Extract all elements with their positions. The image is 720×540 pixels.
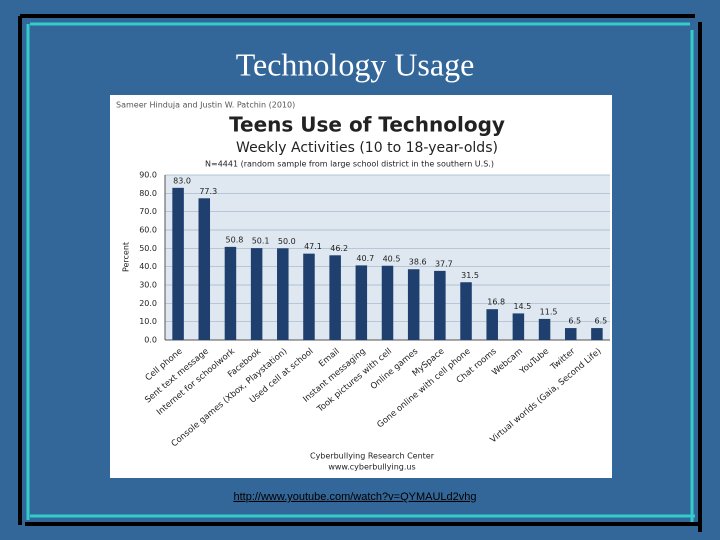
value-label: 50.0 — [278, 237, 296, 246]
bar — [277, 248, 289, 340]
bar — [512, 313, 525, 340]
y-tick-label: 90.0 — [139, 171, 157, 180]
value-label: 40.5 — [383, 254, 401, 263]
bar — [355, 265, 368, 340]
y-tick-label: 50.0 — [139, 244, 157, 253]
bar — [460, 282, 472, 340]
chart-footer: www.cyberbullying.us — [328, 463, 415, 472]
bar — [303, 253, 315, 340]
value-label: 47.1 — [304, 242, 322, 251]
value-label: 31.5 — [461, 271, 479, 280]
y-tick-label: 40.0 — [139, 262, 157, 271]
chart-subtitle: Weekly Activities (10 to 18-year-olds) — [236, 140, 498, 156]
value-label: 77.3 — [199, 187, 217, 196]
chart-source: Sameer Hinduja and Justin W. Patchin (20… — [116, 101, 295, 110]
chart-footer: Cyberbullying Research Center — [310, 452, 435, 461]
y-tick-label: 60.0 — [139, 226, 157, 235]
value-label: 6.5 — [595, 317, 608, 326]
bar — [591, 328, 603, 340]
value-label: 50.8 — [226, 235, 244, 244]
value-label: 16.8 — [487, 298, 505, 307]
value-label: 14.5 — [513, 302, 531, 311]
bar — [434, 270, 446, 340]
value-label: 50.1 — [252, 237, 270, 246]
y-tick-label: 0.0 — [144, 336, 157, 345]
y-tick-label: 10.0 — [139, 317, 157, 326]
value-label: 11.5 — [540, 307, 558, 316]
y-tick-label: 80.0 — [139, 189, 157, 198]
bar — [538, 318, 551, 340]
value-label: 46.2 — [330, 244, 348, 253]
video-link[interactable]: http://www.youtube.com/watch?v=QYMAULd2v… — [233, 491, 476, 503]
value-label: 38.6 — [409, 258, 427, 267]
bar — [564, 328, 577, 340]
chart-note: N=4441 (random sample from large school … — [205, 160, 494, 169]
y-axis-label: Percent — [122, 242, 131, 272]
bar — [381, 265, 394, 340]
value-label: 6.5 — [568, 317, 581, 326]
y-tick-label: 30.0 — [139, 281, 157, 290]
bar — [407, 269, 420, 340]
bar — [172, 187, 184, 340]
bar — [486, 309, 498, 340]
value-label: 40.7 — [356, 254, 374, 263]
bar — [198, 198, 211, 340]
bar — [329, 255, 341, 340]
bar — [224, 246, 237, 340]
slide-title: Technology Usage — [236, 46, 475, 82]
y-tick-label: 70.0 — [139, 207, 157, 216]
value-label: 83.0 — [173, 176, 191, 185]
y-tick-label: 20.0 — [139, 299, 157, 308]
bar — [250, 248, 263, 340]
chart-title: Teens Use of Technology — [229, 113, 505, 137]
value-label: 37.7 — [435, 259, 453, 268]
